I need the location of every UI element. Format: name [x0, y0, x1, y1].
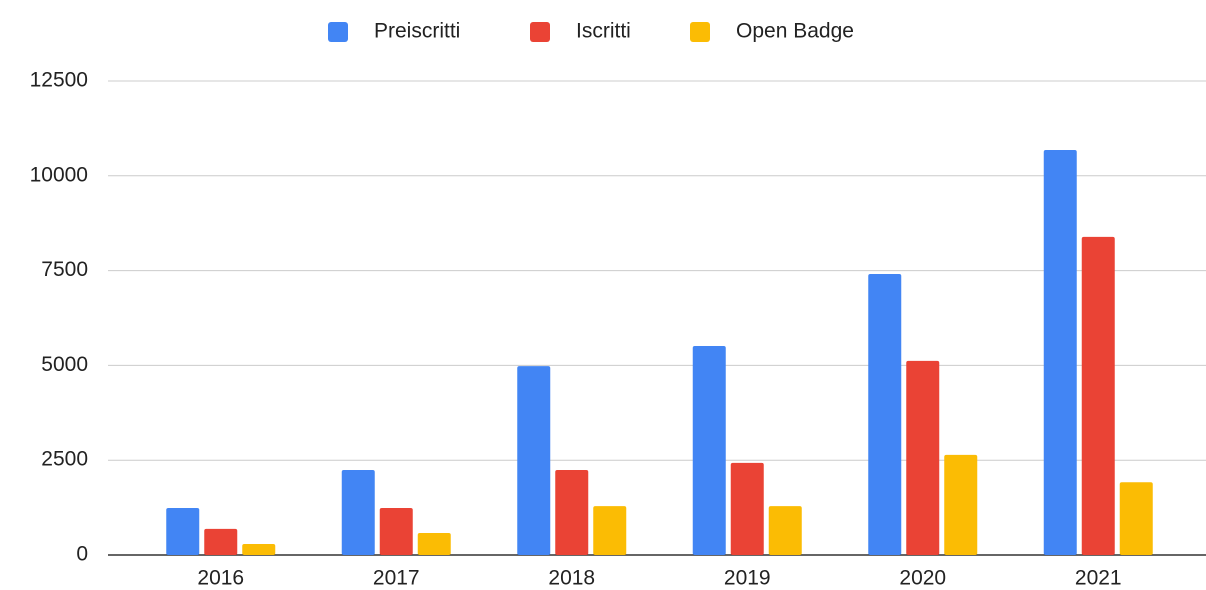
- bar: [692, 346, 726, 555]
- x-tick-label: 2017: [373, 567, 420, 590]
- bar: [417, 533, 451, 555]
- x-tick-label: 2020: [899, 567, 946, 590]
- bar: [379, 507, 413, 555]
- x-tick-label: 2016: [197, 567, 244, 590]
- y-tick-label: 2500: [41, 448, 88, 471]
- y-tick-label: 5000: [41, 353, 88, 376]
- legend-label: Iscritti: [576, 20, 631, 43]
- x-tick-label: 2018: [548, 567, 595, 590]
- bar: [906, 360, 940, 555]
- bar: [341, 470, 375, 555]
- x-tick-label: 2019: [724, 567, 771, 590]
- y-tick-label: 12500: [30, 69, 88, 92]
- bar: [730, 462, 764, 555]
- bar: [166, 507, 200, 555]
- y-tick-label: 7500: [41, 258, 88, 281]
- legend-label: Preiscritti: [374, 20, 460, 43]
- bar: [1081, 236, 1115, 555]
- bar: [204, 528, 238, 555]
- bar: [517, 366, 551, 555]
- bar: [593, 506, 627, 555]
- legend-swatch: [530, 22, 550, 42]
- y-tick-label: 10000: [30, 163, 88, 186]
- x-tick-label: 2021: [1075, 567, 1122, 590]
- bar: [944, 454, 978, 555]
- bar: [768, 506, 802, 555]
- bar: [242, 544, 276, 555]
- legend-label: Open Badge: [736, 20, 854, 43]
- bar: [555, 470, 589, 555]
- y-tick-label: 0: [76, 543, 88, 566]
- bar: [868, 274, 902, 555]
- legend-swatch: [328, 22, 348, 42]
- legend-swatch: [690, 22, 710, 42]
- bar: [1043, 150, 1077, 555]
- bar: [1119, 482, 1153, 555]
